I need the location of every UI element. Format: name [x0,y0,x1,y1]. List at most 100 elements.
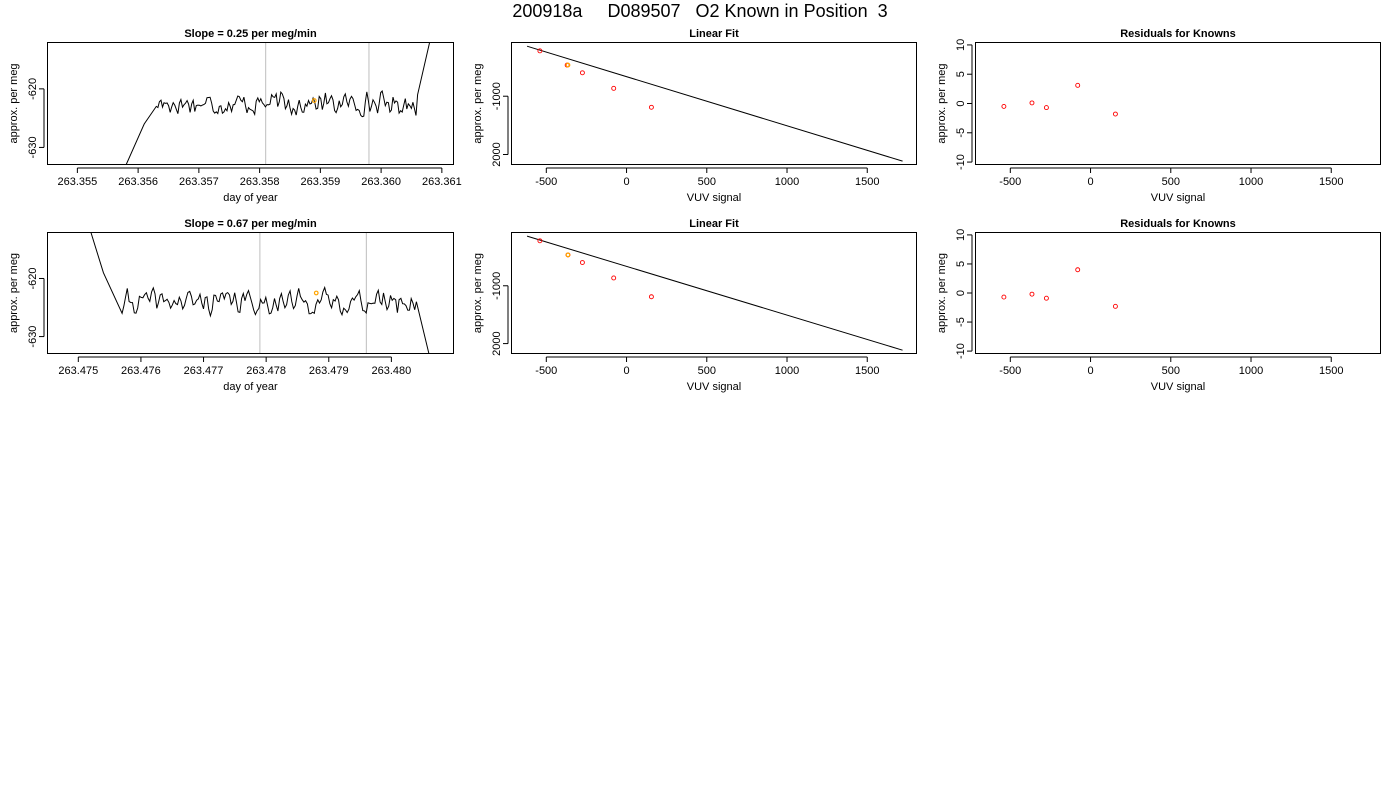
plot-frame [511,232,917,354]
x-tick-label: 263.360 [361,176,401,188]
highlight-point [311,98,317,103]
x-tick-label: 263.355 [57,176,97,188]
x-tick-label: 1000 [1239,176,1263,188]
data-point [579,260,585,265]
plot-area [526,235,903,351]
plot-frame [975,232,1381,354]
x-axis-label: VUV signal [687,192,741,204]
page-title: 200918a D089507 O2 Known in Position 3 [512,1,888,21]
plot-area [1001,267,1118,309]
data-point [579,70,585,76]
y-tick-label: -1000 [491,82,503,110]
x-tick-label: 263.476 [121,365,161,377]
fit-line [526,45,903,162]
x-tick-label: 500 [698,365,716,377]
data-point [537,238,543,244]
highlight-point [313,290,319,296]
y-tick-label: -5 [955,128,967,138]
data-point [1043,105,1049,111]
data-point [648,294,654,300]
data-point [1112,303,1118,309]
chart-panel-1: Slope = 0.25 per meg/min 263.355 263.356 26… [8,28,462,204]
x-axis-label: day of year [223,192,278,204]
data-point [611,275,617,281]
y-tick-label: -1000 [491,272,503,300]
y-tick-label: -620 [27,267,39,289]
y-tick-label: -620 [27,78,39,100]
chart-title: Residuals for Knowns [1120,218,1236,230]
x-tick-label: 263.480 [372,365,412,377]
x-tick-label: 263.359 [300,176,340,188]
x-tick-label: 500 [698,176,716,188]
y-tick-label: 2000 [491,142,503,166]
plot-frame [975,42,1381,165]
x-tick-label: 500 [1162,365,1180,377]
x-tick-label: 263.358 [240,176,280,188]
chart-title: Linear Fit [689,28,739,40]
x-tick-label: 1000 [775,176,799,188]
data-point [1001,103,1007,109]
y-axis-label: approx. per meg [8,63,20,143]
data-point [1075,267,1081,273]
x-tick-label: 263.479 [309,365,349,377]
data-point [537,48,543,54]
y-tick-label: 0 [955,290,967,296]
x-tick-label: -500 [535,176,557,188]
y-tick-label: -10 [955,154,967,170]
x-axis-label: VUV signal [1151,192,1205,204]
chart-panel-4: Slope = 0.67 per meg/min 263.475 263.476 26… [8,218,454,393]
x-tick-label: 0 [1087,176,1093,188]
data-point [1001,294,1007,300]
chart-panel-5: Linear Fit -500 0 500 1000 1500 VUV signal 2000… [472,218,917,393]
y-tick-label: -630 [27,136,39,158]
y-tick-label: 5 [955,261,967,267]
plot-area [125,42,431,165]
chart-title: Slope = 0.67 per meg/min [184,218,317,230]
plot-frame [47,42,454,165]
y-tick-label: 2000 [491,331,503,355]
y-axis-label: approx. per meg [936,253,948,333]
x-axis-label: VUV signal [687,381,741,393]
chart-title: Residuals for Knowns [1120,28,1236,40]
x-tick-label: 1000 [1239,365,1263,377]
x-axis-label: VUV signal [1151,381,1205,393]
y-tick-label: -5 [955,317,967,327]
data-trace [125,42,431,165]
plot-frame [511,42,917,165]
chart-panel-2: Linear Fit -500 0 500 1000 1500 VUV signal 2000… [472,28,917,204]
data-point [1029,100,1035,106]
x-tick-label: -500 [999,176,1021,188]
y-tick-label: 10 [955,39,967,51]
data-point [1043,295,1049,301]
y-tick-label: 0 [955,100,967,106]
data-point [1112,111,1118,117]
highlight-point [565,252,571,258]
x-tick-label: 1500 [1319,176,1343,188]
x-tick-label: 1500 [855,176,879,188]
plot-area [526,45,903,162]
plot-area [1001,82,1118,117]
highlight-point [565,62,571,68]
data-point [611,85,617,91]
x-tick-label: 0 [623,176,629,188]
x-tick-label: 263.356 [118,176,158,188]
x-tick-label: 263.475 [58,365,98,377]
y-axis-label: approx. per meg [8,253,20,333]
data-point [1029,291,1035,297]
data-trace [90,232,430,354]
chart-title: Linear Fit [689,218,739,230]
chart-panel-3: Residuals for Knowns -500 0 500 1000 1500 VUV … [936,28,1381,204]
x-tick-label: -500 [999,365,1021,377]
data-point [648,104,654,110]
x-tick-label: 1500 [1319,365,1343,377]
x-tick-label: 263.357 [179,176,219,188]
chart-title: Slope = 0.25 per meg/min [184,28,317,40]
x-tick-label: 263.477 [184,365,224,377]
x-tick-label: 0 [623,365,629,377]
x-tick-label: 263.361 [422,176,462,188]
y-tick-label: 10 [955,229,967,241]
x-tick-label: 500 [1162,176,1180,188]
y-tick-label: -630 [27,326,39,348]
plot-area [90,232,430,354]
